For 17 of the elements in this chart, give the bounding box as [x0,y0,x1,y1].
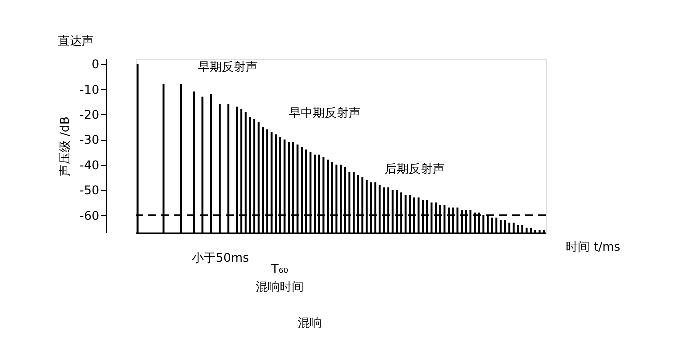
text: 小于50ms [192,251,250,265]
y-tick-label: 0 [92,58,100,72]
annotation: 早期反射声 [198,60,258,74]
x-axis-title: 时间 t/ms [566,240,621,254]
y-tick-label: -10 [80,82,100,97]
text: 混响 [298,316,322,330]
text: T₆₀ [270,262,289,276]
annotation: 早中期反射声 [289,106,361,120]
text: 混响时间 [256,280,304,294]
y-tick-label: -60 [80,208,100,223]
y-tick-label: -40 [80,158,100,172]
y-axis-title: 声压级 /dB [58,116,72,176]
text: 直达声 [58,34,94,48]
y-tick-label: -50 [80,184,100,198]
y-tick-label: -20 [80,108,100,122]
y-tick-label: -30 [80,133,100,148]
annotation: 后期反射声 [385,162,445,176]
